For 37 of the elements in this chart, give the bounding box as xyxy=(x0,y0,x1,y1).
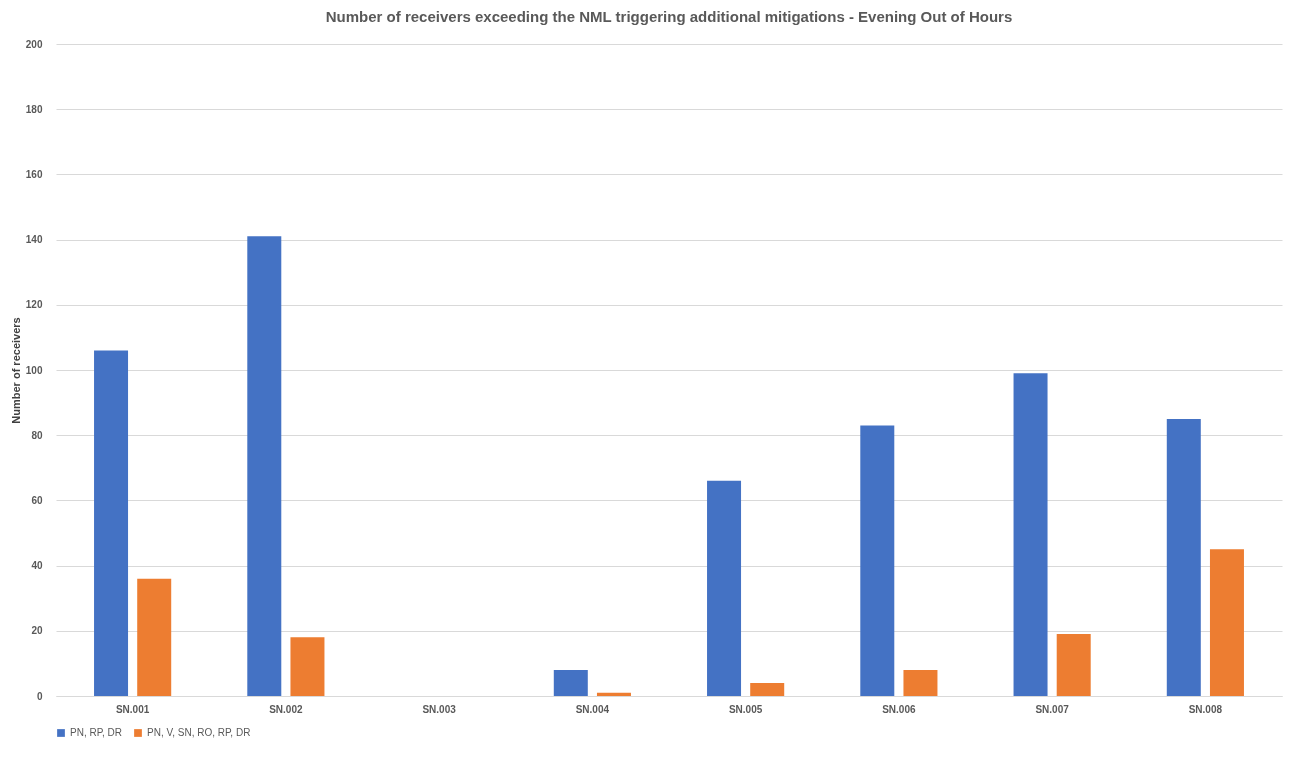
x-tick-label: SN.007 xyxy=(1035,703,1070,715)
y-tick-label: 60 xyxy=(31,494,43,506)
y-tick-label: 40 xyxy=(31,560,43,572)
legend-label: PN, V, SN, RO, RP, DR xyxy=(147,727,251,738)
bar xyxy=(750,682,785,696)
bar xyxy=(903,669,938,696)
x-tick-label: SN.006 xyxy=(882,703,916,715)
bar xyxy=(1056,634,1091,696)
y-tick-label: 100 xyxy=(25,364,43,376)
bar xyxy=(247,236,282,696)
y-tick-label: 140 xyxy=(25,234,43,246)
x-tick-label: SN.001 xyxy=(115,703,150,715)
bar xyxy=(707,480,742,696)
bar xyxy=(860,425,895,696)
bar xyxy=(553,669,588,696)
y-tick-label: 120 xyxy=(25,299,43,311)
bar xyxy=(1013,373,1048,696)
x-tick-label: SN.003 xyxy=(422,703,457,715)
bar xyxy=(1166,418,1201,696)
x-tick-label: SN.005 xyxy=(728,703,763,715)
y-tick-label: 20 xyxy=(31,625,43,637)
y-tick-label: 180 xyxy=(25,103,43,115)
y-tick-label: 80 xyxy=(31,429,43,441)
x-tick-label: SN.008 xyxy=(1188,703,1223,715)
bar xyxy=(94,350,129,696)
bar xyxy=(1209,549,1244,696)
x-tick-label: SN.002 xyxy=(269,703,303,715)
y-tick-label: 0 xyxy=(36,690,43,702)
y-tick-label: 200 xyxy=(25,38,43,50)
bar xyxy=(137,578,172,696)
x-tick-label: SN.004 xyxy=(575,703,610,715)
chart-title: Number of receivers exceeding the NML triggering additional mitigations - Evening Out of Hours xyxy=(325,8,1013,25)
y-axis-title: Number of receivers xyxy=(9,317,22,424)
bar xyxy=(596,692,631,696)
bar xyxy=(290,637,325,696)
legend-label: PN, RP, DR xyxy=(70,727,123,738)
y-tick-label: 160 xyxy=(25,168,43,180)
